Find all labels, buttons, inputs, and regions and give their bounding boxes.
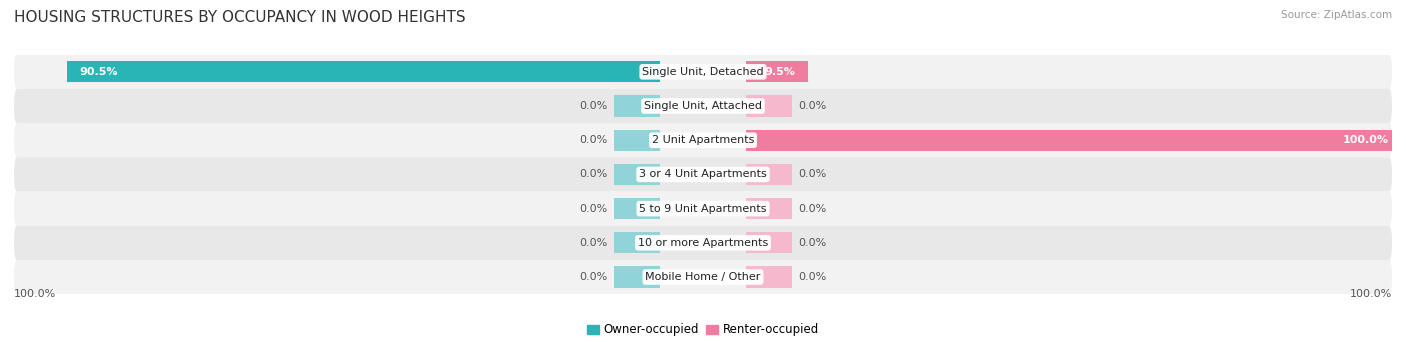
Text: 90.5%: 90.5% [80, 67, 118, 77]
Text: 3 or 4 Unit Apartments: 3 or 4 Unit Apartments [640, 169, 766, 180]
FancyBboxPatch shape [14, 192, 1392, 226]
Text: 0.0%: 0.0% [799, 203, 827, 214]
Bar [66, 61, 661, 82]
Text: 0.0%: 0.0% [579, 203, 607, 214]
Text: Source: ZipAtlas.com: Source: ZipAtlas.com [1281, 10, 1392, 20]
Text: 0.0%: 0.0% [579, 272, 607, 282]
Bar [745, 164, 792, 185]
Text: 0.0%: 0.0% [579, 135, 607, 145]
Text: 0.0%: 0.0% [799, 272, 827, 282]
Text: 0.0%: 0.0% [799, 101, 827, 111]
Text: 2 Unit Apartments: 2 Unit Apartments [652, 135, 754, 145]
FancyBboxPatch shape [14, 157, 1392, 192]
Text: 100.0%: 100.0% [1343, 135, 1389, 145]
FancyBboxPatch shape [14, 55, 1392, 89]
Bar [614, 95, 661, 117]
FancyBboxPatch shape [14, 123, 1392, 157]
Bar [614, 164, 661, 185]
Text: 100.0%: 100.0% [1350, 289, 1392, 299]
Text: 5 to 9 Unit Apartments: 5 to 9 Unit Apartments [640, 203, 766, 214]
Bar [745, 95, 792, 117]
FancyBboxPatch shape [14, 226, 1392, 260]
Text: HOUSING STRUCTURES BY OCCUPANCY IN WOOD HEIGHTS: HOUSING STRUCTURES BY OCCUPANCY IN WOOD … [14, 10, 465, 25]
Text: Mobile Home / Other: Mobile Home / Other [645, 272, 761, 282]
Legend: Owner-occupied, Renter-occupied: Owner-occupied, Renter-occupied [582, 318, 824, 341]
Text: 0.0%: 0.0% [799, 169, 827, 180]
Text: 0.0%: 0.0% [579, 101, 607, 111]
Bar [745, 198, 792, 219]
Bar [745, 232, 792, 253]
Text: 0.0%: 0.0% [579, 238, 607, 248]
Bar [614, 130, 661, 151]
Bar [745, 130, 1402, 151]
FancyBboxPatch shape [14, 89, 1392, 123]
Bar [614, 266, 661, 288]
Bar [614, 232, 661, 253]
Bar [745, 266, 792, 288]
Text: Single Unit, Attached: Single Unit, Attached [644, 101, 762, 111]
FancyBboxPatch shape [14, 260, 1392, 294]
Text: Single Unit, Detached: Single Unit, Detached [643, 67, 763, 77]
Text: 0.0%: 0.0% [799, 238, 827, 248]
Text: 10 or more Apartments: 10 or more Apartments [638, 238, 768, 248]
Bar [745, 61, 808, 82]
Text: 9.5%: 9.5% [763, 67, 794, 77]
Bar [614, 198, 661, 219]
Text: 0.0%: 0.0% [579, 169, 607, 180]
Text: 100.0%: 100.0% [14, 289, 56, 299]
